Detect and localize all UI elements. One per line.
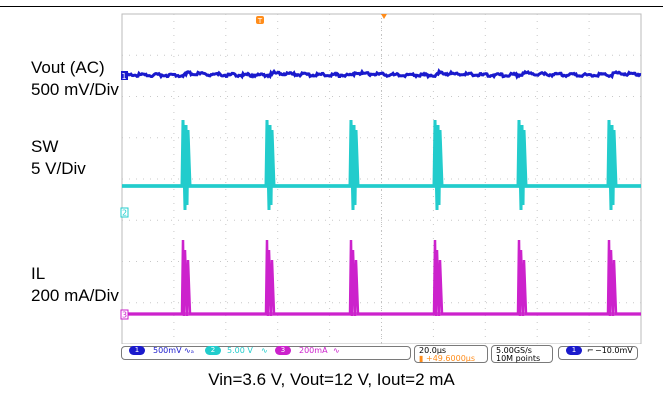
ch3-ground-marker[interactable]	[120, 309, 129, 320]
ch3-scale-readout: 200mA	[299, 346, 328, 355]
trigger-level-readout: −10.0mV	[595, 346, 633, 355]
ch1-scale-readout: 500mV	[153, 346, 182, 355]
il-scale-label: 200 mA/Div	[31, 286, 119, 305]
trigger-source-badge[interactable]: 1	[566, 346, 582, 355]
top-border-line	[0, 6, 663, 7]
ch1-vout-waveform	[121, 68, 642, 80]
sw-scale-label: 5 V/Div	[31, 159, 86, 178]
trigger-level-arrow	[381, 14, 387, 19]
vout-channel-label: Vout (AC)	[31, 58, 105, 77]
vout-scale-label: 500 mV/Div	[31, 80, 119, 99]
ch2-marker-label: 2	[122, 209, 127, 218]
trigger-delay-icon: ▮	[419, 354, 424, 363]
il-channel-label: IL	[31, 264, 46, 283]
ch1-ground-marker[interactable]	[121, 71, 128, 80]
sw-channel-label: SW	[31, 137, 59, 156]
figure-caption: Vin=3.6 V, Vout=12 V, Iout=2 mA	[208, 370, 455, 389]
ch3-badge[interactable]: 3	[275, 346, 291, 355]
ch2-badge[interactable]: 2	[205, 346, 221, 355]
trigger-position-marker[interactable]	[256, 16, 264, 24]
ch2-ground-marker[interactable]	[120, 207, 129, 218]
ch1-marker-label: 1	[121, 72, 126, 81]
ch1-coupling-icon: ∿ₐ	[184, 346, 194, 355]
sample-rate-readout: 5.00GS/s	[496, 346, 532, 355]
ch3-bandwidth-icon: ∿	[333, 346, 340, 355]
trigger-position-label: T	[257, 17, 263, 25]
trigger-delay-readout: +49.6000µs	[426, 354, 476, 363]
waveform-traces	[121, 68, 642, 317]
scope-status-bar: 1 500mV ∿ₐ 2 5.00 V ∿ 3 200mA ∿ 20.0µs ▮…	[121, 344, 641, 364]
ch3-marker-label: 3	[122, 311, 127, 320]
ch2-scale-readout: 5.00 V	[227, 346, 253, 355]
channel-markers: T 1 2 3	[120, 14, 387, 320]
timebase-panel[interactable]	[414, 345, 488, 363]
channel-settings-panel[interactable]	[121, 346, 411, 360]
timebase-readout: 20.0µs	[419, 346, 447, 355]
oscilloscope-display: T 1 2 3	[120, 13, 642, 344]
ch1-badge[interactable]: 1	[129, 346, 145, 355]
acquisition-panel[interactable]	[491, 345, 553, 363]
graticule	[121, 13, 642, 344]
ch2-bandwidth-icon: ∿	[261, 346, 268, 355]
record-length-readout: 10M points	[496, 354, 541, 363]
trigger-slope-icon: ⌐	[587, 346, 594, 355]
